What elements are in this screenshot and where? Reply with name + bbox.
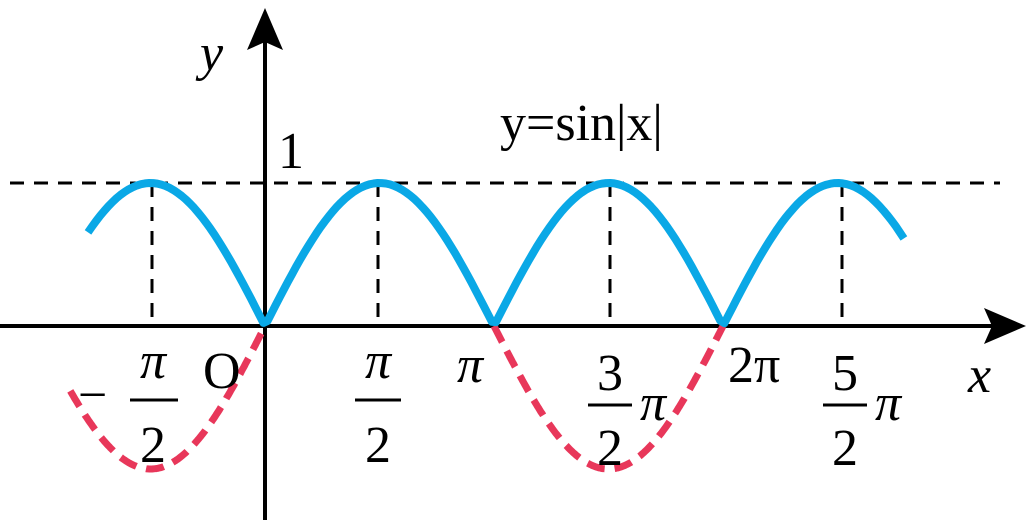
equation: y=sin|x| — [500, 95, 663, 152]
tick-label: π — [457, 337, 485, 394]
y-axis-label: y — [195, 25, 224, 82]
tick-numerator: π — [140, 333, 168, 390]
tick-denominator: 2 — [597, 420, 623, 477]
tick-numerator: 3 — [597, 345, 623, 402]
tick-sign: − — [78, 367, 107, 424]
x-axis-label: x — [967, 347, 991, 404]
tick-suffix: π — [640, 375, 668, 432]
tick-numerator: 5 — [832, 345, 858, 402]
reflected-curve — [67, 324, 269, 473]
tick-denominator: 2 — [832, 420, 858, 477]
tick-denominator: 2 — [365, 417, 391, 474]
tick-label: 2π — [728, 337, 780, 394]
tick-numerator: π — [365, 333, 393, 390]
origin-label: O — [203, 343, 241, 400]
sin-abs-curve — [84, 179, 908, 328]
y-tick-label: 1 — [278, 123, 304, 180]
tick-suffix: π — [875, 375, 903, 432]
tick-denominator: 2 — [140, 417, 166, 474]
axes — [0, 8, 1026, 520]
